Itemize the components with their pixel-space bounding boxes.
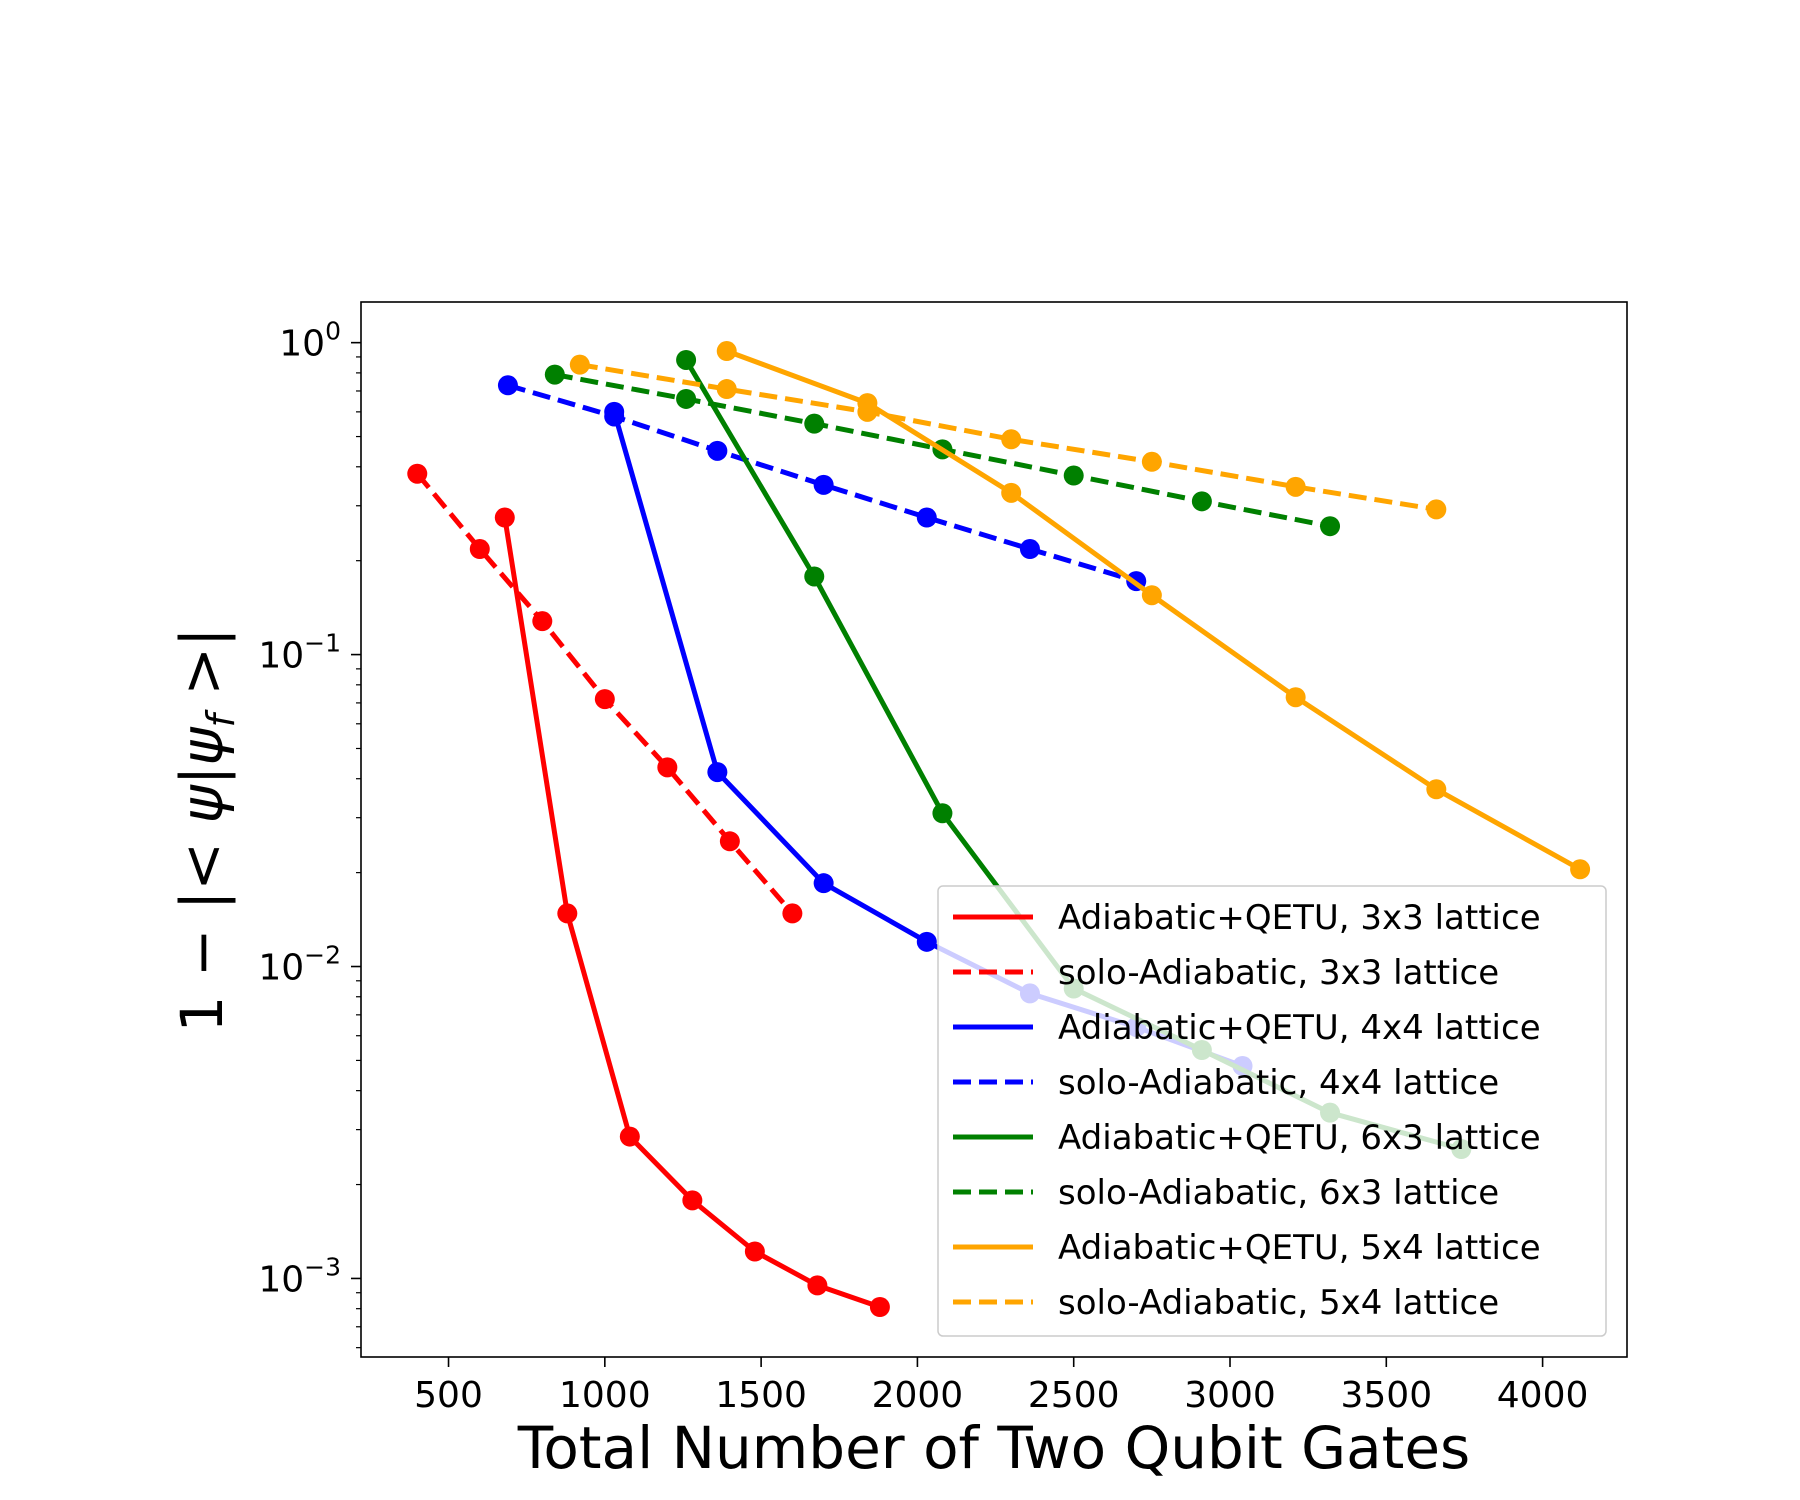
x-tick-label: 2500 <box>1028 1375 1120 1416</box>
x-tick-label: 3500 <box>1340 1375 1432 1416</box>
data-point <box>494 507 515 528</box>
y-tick-label: 10−1 <box>258 629 341 677</box>
y-axis-title-psi-f: ψ <box>168 726 236 766</box>
data-point <box>707 440 728 461</box>
data-point <box>744 1241 765 1262</box>
y-tick-base: 10 <box>279 324 325 365</box>
data-point <box>676 388 697 409</box>
data-point <box>932 803 953 824</box>
data-point <box>407 463 428 484</box>
x-axis: 500 1000 1500 2000 2500 3000 3500 4000 <box>414 1357 1588 1416</box>
data-point <box>619 1126 640 1147</box>
data-point <box>682 1190 703 1211</box>
data-point <box>1570 859 1591 880</box>
x-tick-label: 1500 <box>715 1375 807 1416</box>
data-point <box>707 762 728 783</box>
data-point <box>497 375 518 396</box>
data-point <box>916 931 937 952</box>
series-7 <box>569 354 1447 520</box>
x-tick-label: 4000 <box>1497 1375 1589 1416</box>
legend-label: solo-Adiabatic, 3x3 lattice <box>1058 953 1499 993</box>
data-point <box>857 401 878 422</box>
data-point <box>1191 491 1212 512</box>
data-point <box>604 406 625 427</box>
data-point <box>1320 516 1341 537</box>
legend-label: solo-Adiabatic, 4x4 lattice <box>1058 1063 1499 1103</box>
data-point <box>557 903 578 924</box>
data-point <box>1001 429 1022 450</box>
data-point <box>1141 451 1162 472</box>
y-tick-exponent: 0 <box>325 317 341 346</box>
legend-label: Adiabatic+QETU, 4x4 lattice <box>1058 1008 1541 1048</box>
data-point <box>719 831 740 852</box>
plot-frame <box>360 301 1628 1358</box>
y-axis-title: 1 − |< ψ|ψf >| <box>168 628 243 1033</box>
data-point <box>1019 539 1040 560</box>
legend-label: solo-Adiabatic, 6x3 lattice <box>1058 1173 1499 1213</box>
x-tick-label: 1000 <box>559 1375 651 1416</box>
data-point <box>1063 465 1084 486</box>
y-tick-label: 10−2 <box>258 941 341 989</box>
y-axis-title-suffix: >| <box>168 628 236 715</box>
data-point <box>676 349 697 370</box>
legend-box <box>937 885 1607 1337</box>
data-point <box>1285 687 1306 708</box>
x-tick-label: 500 <box>414 1375 483 1416</box>
data-point <box>804 413 825 434</box>
data-point <box>657 757 678 778</box>
data-point <box>813 474 834 495</box>
data-point <box>716 341 737 362</box>
y-tick-exponent: −3 <box>304 1252 341 1281</box>
y-axis-title-psi: ψ <box>168 784 236 824</box>
legend-label: Adiabatic+QETU, 5x4 lattice <box>1058 1228 1541 1268</box>
legend-label: Adiabatic+QETU, 3x3 lattice <box>1058 898 1541 938</box>
data-point <box>1001 482 1022 503</box>
x-tick-label: 2000 <box>872 1375 964 1416</box>
y-tick-base: 10 <box>258 948 304 989</box>
data-point <box>716 379 737 400</box>
legend-label: solo-Adiabatic, 5x4 lattice <box>1058 1283 1499 1323</box>
y-tick-exponent: −2 <box>304 941 341 970</box>
data-point <box>469 539 490 560</box>
y-axis-title-prefix: 1 − |< <box>168 824 236 1033</box>
y-tick-base: 10 <box>258 636 304 677</box>
data-point <box>1426 779 1447 800</box>
data-point <box>1141 585 1162 606</box>
y-tick-exponent: −1 <box>304 629 341 658</box>
x-tick-label: 3000 <box>1184 1375 1276 1416</box>
data-point <box>782 903 803 924</box>
legend-label: Adiabatic+QETU, 6x3 lattice <box>1058 1118 1541 1158</box>
data-point <box>813 873 834 894</box>
series-0 <box>494 507 890 1317</box>
data-point <box>807 1275 828 1296</box>
y-tick-label: 10−3 <box>258 1252 341 1300</box>
data-point <box>1285 476 1306 497</box>
y-axis-title-bar: | <box>168 766 236 786</box>
data-point <box>532 611 553 632</box>
series-1 <box>407 463 803 924</box>
data-point <box>869 1296 890 1317</box>
series-3 <box>497 375 1147 592</box>
data-point <box>594 689 615 710</box>
data-point <box>804 566 825 587</box>
legend: Adiabatic+QETU, 3x3 lattice solo-Adiabati… <box>937 885 1607 1337</box>
data-point <box>1426 499 1447 520</box>
data-point <box>544 364 565 385</box>
data-point <box>916 507 937 528</box>
y-tick-label: 100 <box>279 317 341 365</box>
y-tick-base: 10 <box>258 1259 304 1300</box>
data-point <box>569 354 590 375</box>
x-axis-title: Total Number of Two Qubit Gates <box>517 1414 1471 1482</box>
